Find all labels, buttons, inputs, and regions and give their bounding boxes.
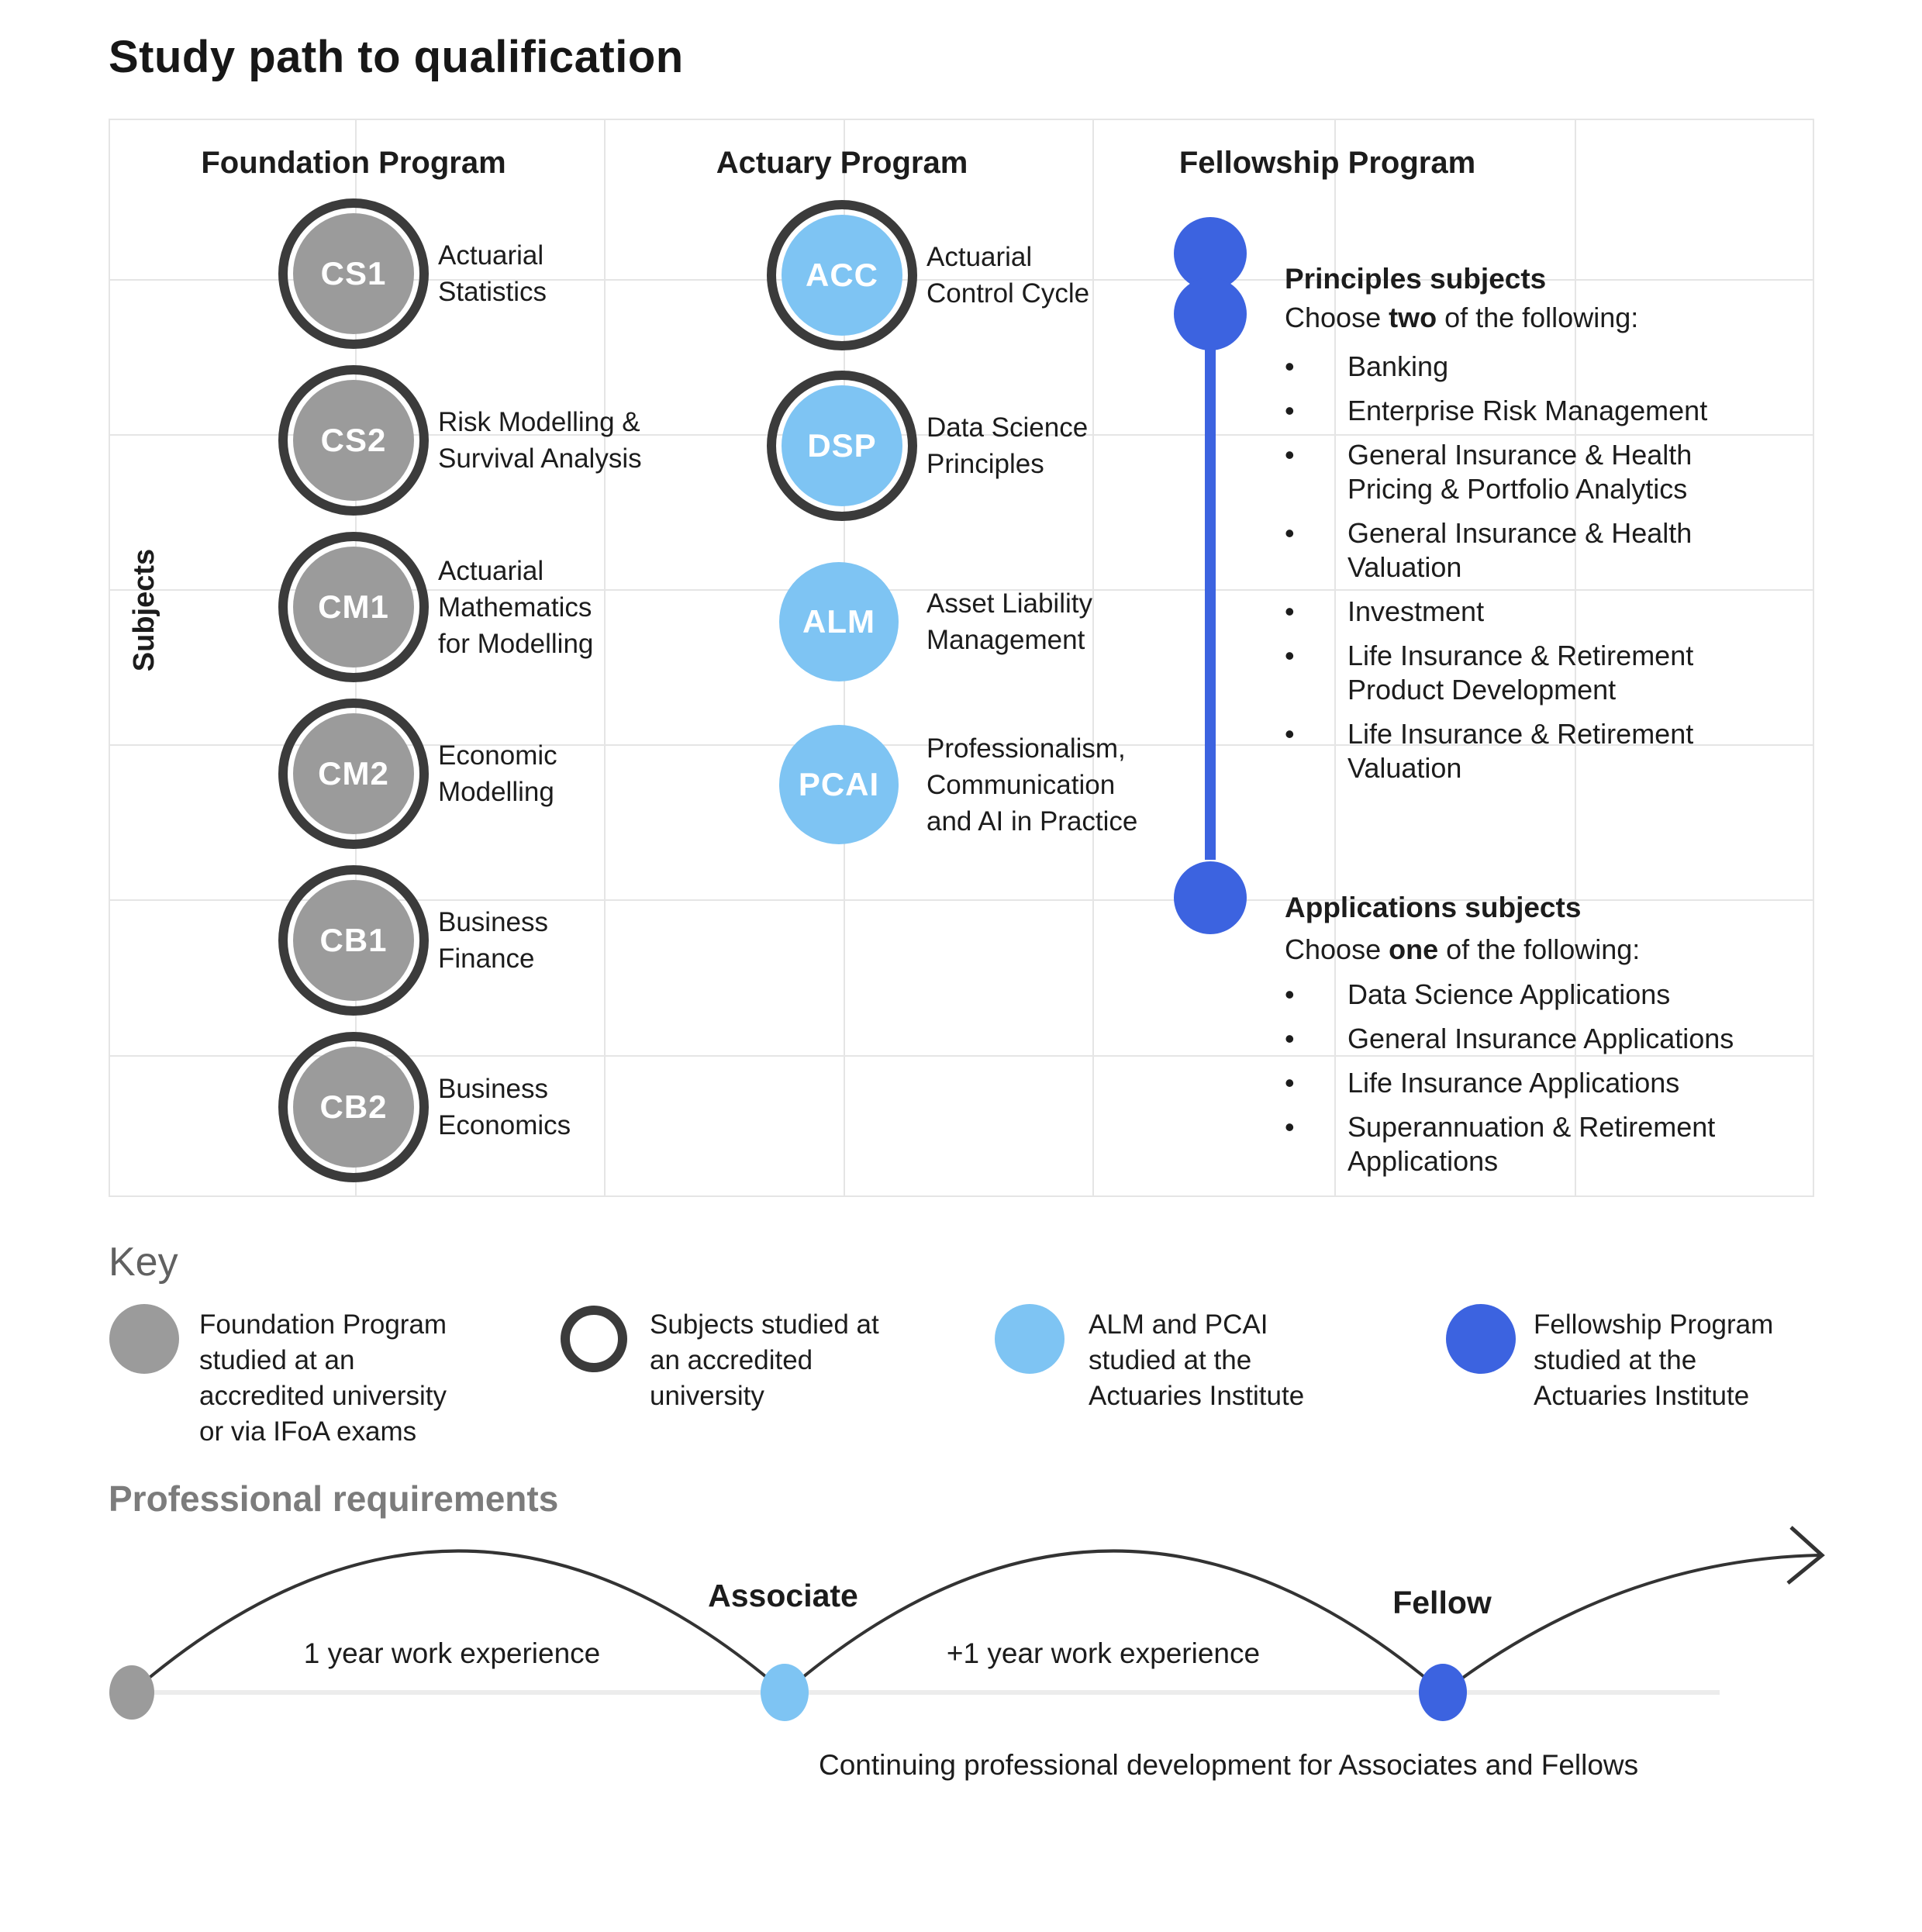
bullet-icon: • [1285, 978, 1295, 1010]
principles-heading: Principles subjects [1285, 263, 1547, 295]
bullet-icon: • [1285, 595, 1295, 627]
bullet-icon: • [1285, 1111, 1295, 1143]
applications-choose-line: Choose one of the following: [1285, 933, 1641, 965]
bullet-icon: • [1285, 439, 1295, 471]
circle-cb2: CB2 [278, 1032, 429, 1182]
circle-cb1-code: CB1 [319, 922, 388, 958]
cpd-footnote: Continuing professional development for … [819, 1749, 1639, 1781]
key-lightblue-circle-icon [995, 1304, 1065, 1374]
applications-options-list: • Data Science Applications • General Insu… [1285, 978, 1820, 1189]
key-item-alm-pcai-text: ALM and PCAI studied at the Actuaries In… [1089, 1309, 1305, 1411]
associate-label: Associate [708, 1578, 858, 1613]
key-item-fellowship-text: Fellowship Program studied at the Actuar… [1534, 1309, 1774, 1411]
key-item-accredited-text: Subjects studied at an accredited univer… [650, 1309, 879, 1411]
principles-option: • Investment [1285, 595, 1485, 627]
bullet-icon: • [1285, 718, 1295, 750]
applications-option: • Superannuation & Retirement Application… [1285, 1111, 1716, 1177]
milestone-start-dot-icon [109, 1665, 154, 1720]
page-title: Study path to qualification [109, 32, 684, 82]
segment1-label: 1 year work experience [303, 1637, 601, 1669]
principles-options-list: • Banking • Enterprise Risk Management • Ge… [1285, 350, 1820, 795]
grid-line-horizontal [110, 899, 1813, 901]
circle-cs2-code: CS2 [320, 422, 387, 458]
key-blue-circle-icon [1446, 1304, 1516, 1374]
label-cs1: Actuarial Statistics [438, 240, 547, 307]
grid-line-vertical [1334, 120, 1336, 1195]
segment2-label: +1 year work experience [946, 1637, 1261, 1669]
circle-dsp-code: DSP [807, 427, 877, 464]
applications-option: • Life Insurance Applications [1285, 1067, 1680, 1099]
timeline-arc-1 [130, 1549, 786, 1694]
circle-acc: ACC [767, 200, 917, 350]
key-heading: Key [109, 1240, 178, 1285]
timeline-arc-2 [783, 1549, 1444, 1694]
bullet-icon: • [1285, 395, 1295, 426]
principles-option: • General Insurance & Health Pricing & Po… [1285, 439, 1693, 505]
grid-line-horizontal [110, 434, 1813, 436]
principles-option: • Life Insurance & Retirement Product Dev… [1285, 640, 1694, 706]
applications-option: • Data Science Applications [1285, 978, 1671, 1010]
circle-cm2-code: CM2 [318, 755, 389, 792]
fellowship-bottom-node-icon [1174, 861, 1247, 934]
arrow-icon [1786, 1526, 1825, 1585]
label-pcai: Professionalism, Communication and AI in… [926, 733, 1138, 837]
circle-alm: ALM [779, 562, 899, 681]
principles-option: • Banking [1285, 350, 1449, 382]
label-cb1: Business Finance [438, 907, 549, 974]
label-alm: Asset Liability Management [926, 588, 1092, 655]
timeline-graphic [109, 1526, 1825, 1721]
circle-pcai-code: PCAI [798, 766, 880, 802]
circle-cb2-code: CB2 [319, 1088, 388, 1125]
circle-pcai: PCAI [779, 725, 899, 844]
label-dsp: Data Science Principles [926, 412, 1089, 479]
bullet-icon: • [1285, 640, 1295, 671]
header-foundation-program: Foundation Program [201, 146, 506, 180]
applications-option: • General Insurance Applications [1285, 1023, 1734, 1054]
milestone-associate-dot-icon [761, 1664, 809, 1721]
key-item-foundation-text: Foundation Program studied at an accredi… [199, 1309, 447, 1447]
bullet-icon: • [1285, 1023, 1295, 1054]
grid-line-vertical [604, 120, 606, 1195]
subjects-axis-label: Subjects [128, 548, 160, 672]
fellow-label: Fellow [1392, 1585, 1492, 1620]
applications-heading: Applications subjects [1285, 892, 1582, 923]
timeline-arc-3 [1441, 1554, 1820, 1694]
label-cs2: Risk Modelling & Survival Analysis [438, 407, 642, 474]
circle-cs1: CS1 [278, 198, 429, 349]
circle-cs2: CS2 [278, 365, 429, 516]
header-actuary-program: Actuary Program [716, 146, 968, 180]
circle-dsp: DSP [767, 371, 917, 521]
circle-cm1-code: CM1 [318, 588, 389, 625]
circle-alm-code: ALM [802, 603, 875, 640]
grid-line-horizontal [110, 589, 1813, 591]
key-ring-icon [561, 1306, 627, 1372]
circle-acc-code: ACC [806, 257, 878, 293]
principles-option: • Enterprise Risk Management [1285, 395, 1708, 426]
grid-line-vertical [1575, 120, 1576, 1195]
key-gray-circle-icon [109, 1304, 179, 1374]
bullet-icon: • [1285, 517, 1295, 549]
grid-line-horizontal [110, 744, 1813, 746]
milestone-fellow-dot-icon [1419, 1664, 1467, 1721]
header-fellowship-program: Fellowship Program [1178, 146, 1476, 180]
circle-cm2: CM2 [278, 699, 429, 849]
label-cm2: Economic Modelling [438, 740, 557, 807]
grid-line-horizontal [110, 1055, 1813, 1057]
fellowship-connector-line [1205, 312, 1216, 860]
circle-cm1: CM1 [278, 532, 429, 682]
principles-choose-line: Choose two of the following: [1285, 302, 1639, 333]
grid-line-vertical [1092, 120, 1094, 1195]
bullet-icon: • [1285, 350, 1295, 382]
principles-option: • Life Insurance & Retirement Valuation [1285, 718, 1694, 784]
circle-cb1: CB1 [278, 865, 429, 1016]
label-cb2: Business Economics [438, 1074, 571, 1140]
bullet-icon: • [1285, 1067, 1295, 1099]
label-cm1: Actuarial Mathematics for Modelling [438, 556, 594, 659]
grid-line-horizontal [110, 279, 1813, 281]
label-acc: Actuarial Control Cycle [926, 242, 1090, 309]
circle-cs1-code: CS1 [320, 255, 387, 292]
professional-requirements-heading: Professional requirements [109, 1478, 559, 1519]
principles-option: • General Insurance & Health Valuation [1285, 517, 1693, 583]
